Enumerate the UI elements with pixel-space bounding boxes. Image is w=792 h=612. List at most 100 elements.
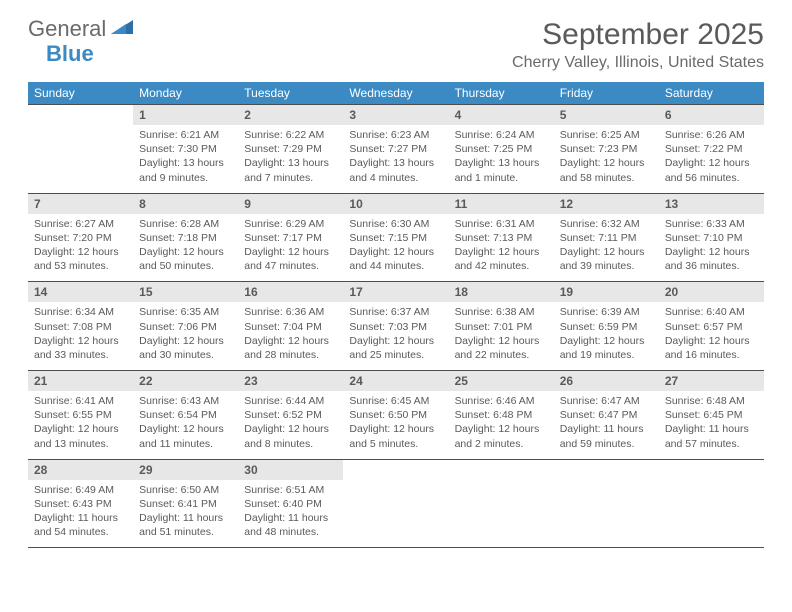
day-detail: Sunrise: 6:51 AMSunset: 6:40 PMDaylight:…: [238, 480, 343, 548]
daylight-text: Daylight: 12 hours and 47 minutes.: [244, 245, 337, 273]
daylight-text: Daylight: 11 hours and 59 minutes.: [560, 422, 653, 450]
day-number-row: 14151617181920: [28, 281, 764, 302]
location: Cherry Valley, Illinois, United States: [512, 54, 764, 72]
daylight-text: Daylight: 12 hours and 5 minutes.: [349, 422, 442, 450]
daylight-text: Daylight: 11 hours and 51 minutes.: [139, 511, 232, 539]
weekday-header: Tuesday: [238, 82, 343, 104]
daylight-text: Daylight: 12 hours and 39 minutes.: [560, 245, 653, 273]
day-detail: Sunrise: 6:48 AMSunset: 6:45 PMDaylight:…: [659, 391, 764, 459]
daylight-text: Daylight: 11 hours and 48 minutes.: [244, 511, 337, 539]
sunrise-text: Sunrise: 6:24 AM: [455, 128, 548, 142]
sunrise-text: Sunrise: 6:36 AM: [244, 305, 337, 319]
day-detail: Sunrise: 6:27 AMSunset: 7:20 PMDaylight:…: [28, 214, 133, 282]
daylight-text: Daylight: 12 hours and 36 minutes.: [665, 245, 758, 273]
day-detail-row: Sunrise: 6:34 AMSunset: 7:08 PMDaylight:…: [28, 302, 764, 370]
day-number: 19: [554, 282, 659, 302]
day-detail: [449, 480, 554, 548]
day-detail: Sunrise: 6:49 AMSunset: 6:43 PMDaylight:…: [28, 480, 133, 548]
day-detail: Sunrise: 6:29 AMSunset: 7:17 PMDaylight:…: [238, 214, 343, 282]
day-number: 9: [238, 194, 343, 214]
daylight-text: Daylight: 12 hours and 50 minutes.: [139, 245, 232, 273]
daylight-text: Daylight: 12 hours and 25 minutes.: [349, 334, 442, 362]
sunset-text: Sunset: 6:50 PM: [349, 408, 442, 422]
sunset-text: Sunset: 6:48 PM: [455, 408, 548, 422]
daylight-text: Daylight: 12 hours and 30 minutes.: [139, 334, 232, 362]
sunrise-text: Sunrise: 6:33 AM: [665, 217, 758, 231]
sunrise-text: Sunrise: 6:23 AM: [349, 128, 442, 142]
daylight-text: Daylight: 12 hours and 56 minutes.: [665, 156, 758, 184]
weekday-header: Saturday: [659, 82, 764, 104]
logo-word1: General: [28, 16, 106, 41]
day-number: 17: [343, 282, 448, 302]
header: General Blue September 2025 Cherry Valle…: [28, 18, 764, 72]
day-detail: Sunrise: 6:24 AMSunset: 7:25 PMDaylight:…: [449, 125, 554, 193]
day-detail: Sunrise: 6:34 AMSunset: 7:08 PMDaylight:…: [28, 302, 133, 370]
day-detail: Sunrise: 6:37 AMSunset: 7:03 PMDaylight:…: [343, 302, 448, 370]
sunset-text: Sunset: 6:54 PM: [139, 408, 232, 422]
day-number: 10: [343, 194, 448, 214]
day-number: 1: [133, 105, 238, 125]
day-number: 4: [449, 105, 554, 125]
day-detail: Sunrise: 6:39 AMSunset: 6:59 PMDaylight:…: [554, 302, 659, 370]
sunrise-text: Sunrise: 6:45 AM: [349, 394, 442, 408]
sunset-text: Sunset: 7:30 PM: [139, 142, 232, 156]
daylight-text: Daylight: 12 hours and 53 minutes.: [34, 245, 127, 273]
day-number: 27: [659, 371, 764, 391]
sunset-text: Sunset: 7:20 PM: [34, 231, 127, 245]
day-detail: Sunrise: 6:44 AMSunset: 6:52 PMDaylight:…: [238, 391, 343, 459]
daylight-text: Daylight: 12 hours and 44 minutes.: [349, 245, 442, 273]
day-number: [28, 105, 133, 125]
sunset-text: Sunset: 7:23 PM: [560, 142, 653, 156]
month-title: September 2025: [512, 18, 764, 52]
daylight-text: Daylight: 12 hours and 22 minutes.: [455, 334, 548, 362]
day-number: 20: [659, 282, 764, 302]
sunset-text: Sunset: 6:55 PM: [34, 408, 127, 422]
day-number: 29: [133, 460, 238, 480]
day-number-row: 282930: [28, 459, 764, 480]
sunrise-text: Sunrise: 6:37 AM: [349, 305, 442, 319]
day-detail: Sunrise: 6:22 AMSunset: 7:29 PMDaylight:…: [238, 125, 343, 193]
day-number: 5: [554, 105, 659, 125]
daylight-text: Daylight: 13 hours and 4 minutes.: [349, 156, 442, 184]
sunset-text: Sunset: 7:10 PM: [665, 231, 758, 245]
sunset-text: Sunset: 6:40 PM: [244, 497, 337, 511]
sunset-text: Sunset: 6:41 PM: [139, 497, 232, 511]
daylight-text: Daylight: 12 hours and 13 minutes.: [34, 422, 127, 450]
day-detail: Sunrise: 6:23 AMSunset: 7:27 PMDaylight:…: [343, 125, 448, 193]
weekday-header: Thursday: [449, 82, 554, 104]
sunset-text: Sunset: 7:08 PM: [34, 320, 127, 334]
sunset-text: Sunset: 7:27 PM: [349, 142, 442, 156]
sunrise-text: Sunrise: 6:28 AM: [139, 217, 232, 231]
day-number: 25: [449, 371, 554, 391]
day-number: 2: [238, 105, 343, 125]
day-number: 22: [133, 371, 238, 391]
daylight-text: Daylight: 12 hours and 8 minutes.: [244, 422, 337, 450]
day-number: 11: [449, 194, 554, 214]
day-detail: [659, 480, 764, 548]
day-detail: Sunrise: 6:41 AMSunset: 6:55 PMDaylight:…: [28, 391, 133, 459]
day-detail: Sunrise: 6:38 AMSunset: 7:01 PMDaylight:…: [449, 302, 554, 370]
day-detail: Sunrise: 6:31 AMSunset: 7:13 PMDaylight:…: [449, 214, 554, 282]
day-detail-row: Sunrise: 6:27 AMSunset: 7:20 PMDaylight:…: [28, 214, 764, 282]
sunrise-text: Sunrise: 6:43 AM: [139, 394, 232, 408]
day-detail: [28, 125, 133, 193]
day-number: 18: [449, 282, 554, 302]
day-number: 30: [238, 460, 343, 480]
day-detail: Sunrise: 6:46 AMSunset: 6:48 PMDaylight:…: [449, 391, 554, 459]
day-number: 28: [28, 460, 133, 480]
title-block: September 2025 Cherry Valley, Illinois, …: [512, 18, 764, 72]
day-detail: Sunrise: 6:30 AMSunset: 7:15 PMDaylight:…: [343, 214, 448, 282]
day-detail: Sunrise: 6:47 AMSunset: 6:47 PMDaylight:…: [554, 391, 659, 459]
sunrise-text: Sunrise: 6:21 AM: [139, 128, 232, 142]
day-detail: Sunrise: 6:43 AMSunset: 6:54 PMDaylight:…: [133, 391, 238, 459]
day-detail-row: Sunrise: 6:21 AMSunset: 7:30 PM Daylight:…: [28, 125, 764, 193]
day-detail: [554, 480, 659, 548]
day-detail: Sunrise: 6:45 AMSunset: 6:50 PMDaylight:…: [343, 391, 448, 459]
day-detail: Sunrise: 6:25 AMSunset: 7:23 PMDaylight:…: [554, 125, 659, 193]
daylight-text: Daylight: 11 hours and 57 minutes.: [665, 422, 758, 450]
day-number: 13: [659, 194, 764, 214]
day-number: [343, 460, 448, 480]
day-number: [449, 460, 554, 480]
day-number: 16: [238, 282, 343, 302]
daylight-text: Daylight: 13 hours and 7 minutes.: [244, 156, 337, 184]
